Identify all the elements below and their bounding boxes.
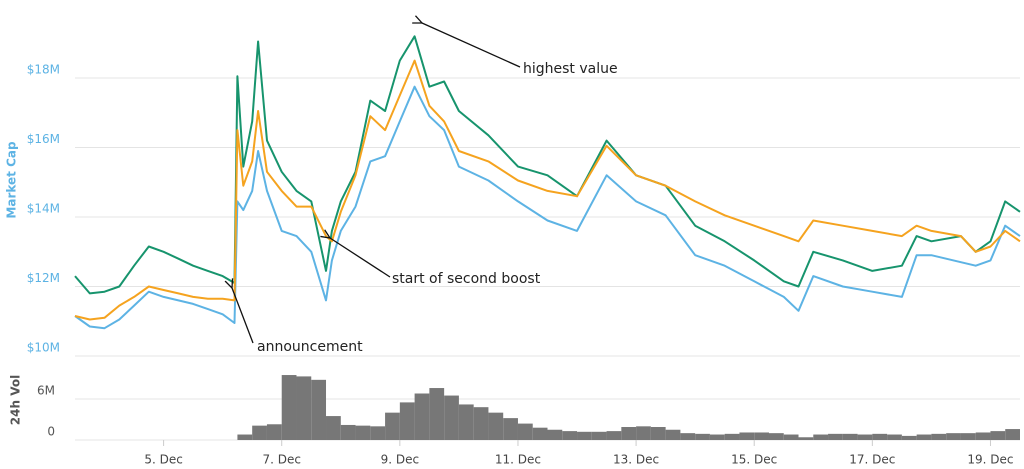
annotation: announcement [257,339,363,355]
volume-bar [857,434,873,440]
volume-bar [975,432,991,440]
series-line [74,35,1021,295]
volume-bar [370,426,386,440]
volume-bar [444,395,459,440]
volume-bar [828,433,843,440]
x-tick-label: 15. Dec [731,453,777,467]
volume-bar [266,424,282,440]
x-tick-label: 7. Dec [262,453,300,467]
series-line [74,59,1021,321]
volume-bar [695,433,710,440]
volume-bar [842,433,858,440]
volume-bar [237,434,253,440]
volume-bar [281,375,297,440]
volume-bar [399,402,415,440]
volume-bar [340,424,356,440]
volume-bar [754,432,769,440]
volume-bar [709,434,725,440]
volume-axis-title: 24h Vol [9,375,23,425]
volume-bar [355,425,371,440]
volume-bar [621,427,637,440]
volume-bar [680,433,696,440]
y-axis-title: Market Cap [5,141,19,219]
volume-bar [385,412,400,440]
volume-bar [429,388,445,440]
y-tick-label: $16M [27,132,60,146]
volume-bar [488,412,504,440]
y-tick-label: 0 [47,425,55,439]
y-tick-label: $12M [27,271,60,285]
volume-bar [665,429,681,440]
volume-bar [739,432,755,440]
volume-bar [252,425,267,440]
y-tick-label: 6M [37,383,55,397]
volume-bar [458,404,474,440]
volume-bar [517,423,533,440]
volume-bar [901,435,917,440]
annotation: highest value [523,61,618,77]
volume-bar [798,437,814,440]
x-tick-label: 11. Dec [495,453,541,467]
x-tick-label: 13. Dec [613,453,659,467]
annotation: start of second boost [392,271,541,287]
x-tick-label: 19. Dec [967,453,1013,467]
volume-bar [473,407,489,440]
volume-bar [414,393,430,440]
volume-bar [650,427,666,440]
annotation-arrow [330,238,391,278]
annotation-arrow [422,23,521,68]
volume-bar [931,433,947,440]
volume-bar [562,431,578,440]
x-tick-label: 5. Dec [144,453,182,467]
volume-bar [311,379,327,440]
annotation-arrow [232,288,254,344]
y-tick-label: $18M [27,63,60,77]
volume-bar [591,431,607,440]
y-tick-label: $10M [27,341,60,355]
volume-bar [1005,429,1020,440]
volume-bar [296,376,312,440]
volume-bar [636,426,651,440]
volume-bar [916,434,932,440]
volume-bar [577,431,592,440]
volume-bar [768,433,784,440]
volume-bar [887,434,902,440]
volume-bar [990,431,1006,440]
volume-bar [960,433,976,440]
volume-bar [326,416,341,440]
volume-bar [783,434,799,440]
volume-bar [503,418,518,440]
volume-bar [813,434,829,440]
volume-bar [946,433,961,440]
volume-bar [724,433,740,440]
volume-bar [606,431,622,440]
series-line [74,85,1021,330]
y-tick-label: $14M [27,202,60,216]
volume-bar [547,429,563,440]
volume-bar [872,433,888,440]
x-tick-label: 17. Dec [849,453,895,467]
x-tick-label: 9. Dec [381,453,419,467]
volume-bar [532,427,548,440]
